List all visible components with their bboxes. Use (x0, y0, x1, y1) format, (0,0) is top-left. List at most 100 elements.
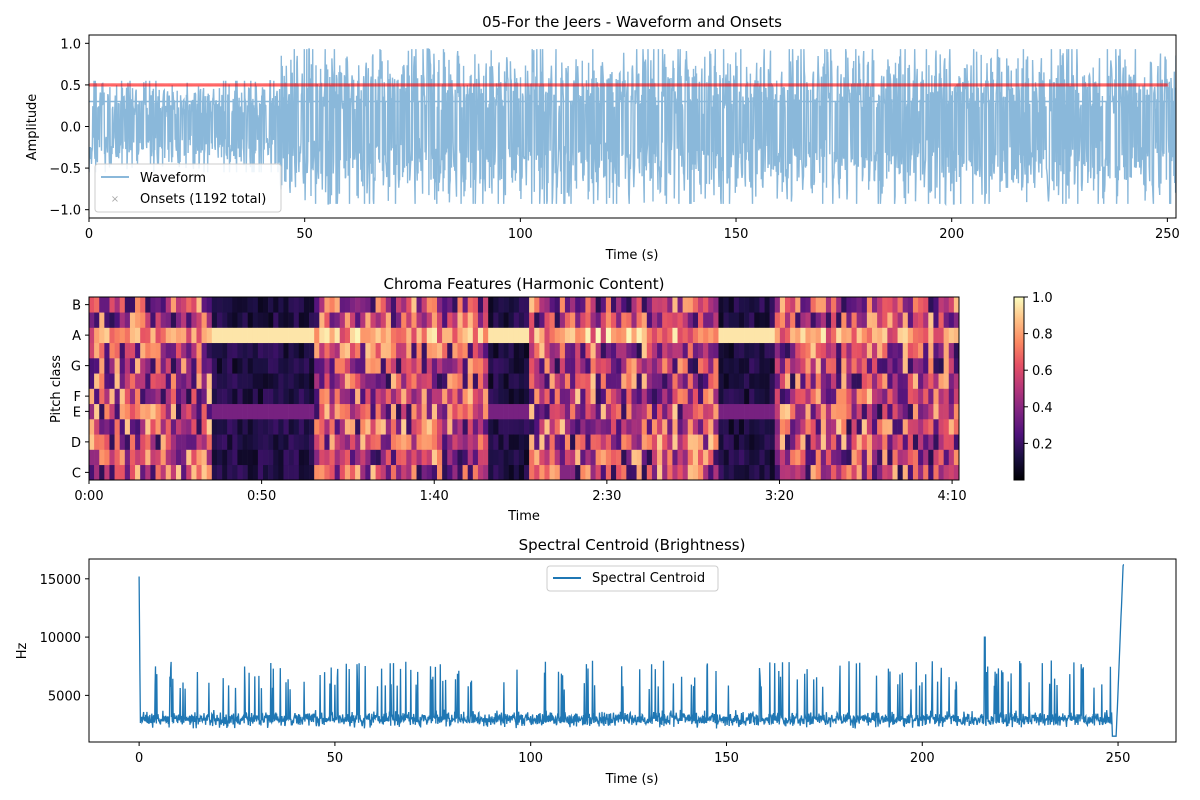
onset-marker (164, 83, 168, 87)
chroma-cell (273, 342, 279, 359)
onset-marker (219, 83, 223, 87)
chroma-cell (165, 403, 172, 420)
chroma-cell (749, 373, 755, 389)
chroma-cell (360, 419, 366, 435)
chroma-cell (769, 373, 776, 389)
chroma-cell (692, 464, 699, 481)
chroma-cell (575, 434, 581, 450)
chroma-cell (938, 419, 944, 435)
chroma-cell (191, 373, 197, 389)
onset-marker (262, 83, 267, 87)
chroma-cell (472, 464, 479, 481)
chroma-cell (698, 373, 704, 389)
chroma-cell (339, 342, 346, 359)
chroma-cell (508, 388, 515, 405)
chroma-cell (498, 434, 504, 450)
chroma-cell (104, 434, 110, 450)
onset-marker (958, 83, 962, 87)
onset-marker (903, 83, 908, 87)
onset-marker (254, 83, 259, 87)
chroma-cell (918, 297, 924, 313)
onset-marker (644, 83, 648, 87)
chroma-cell (938, 434, 944, 450)
onset-marker (1018, 83, 1023, 87)
chroma-cell (447, 327, 453, 344)
chroma-cell (682, 327, 689, 344)
chroma-cell (667, 388, 673, 405)
onset-marker (683, 83, 688, 87)
chroma-cell (646, 388, 653, 405)
onset-marker (826, 83, 830, 87)
onset-marker (121, 83, 126, 87)
chroma-cell (135, 373, 141, 389)
onset-marker (453, 83, 457, 87)
chroma-cell (585, 434, 591, 450)
colorbar-ticks: 0.20.40.60.81.0 (1024, 291, 1053, 452)
chroma-cell (595, 419, 602, 435)
chroma-cell (472, 297, 479, 313)
chroma-cell (774, 403, 781, 420)
chroma-cell (181, 449, 187, 466)
chroma-cell (590, 449, 596, 466)
chroma-cell (851, 297, 857, 313)
onset-marker (1088, 83, 1093, 87)
onset-marker (807, 83, 811, 87)
onset-marker (491, 83, 495, 87)
chroma-cell (498, 327, 504, 344)
chroma-cell (201, 312, 208, 328)
chroma-cell (744, 358, 750, 374)
chroma-cell (692, 403, 699, 420)
chroma-cell (605, 449, 612, 466)
chroma-cell (764, 388, 770, 405)
chroma-cell (948, 358, 955, 374)
onset-marker (456, 83, 461, 87)
chroma-cell (738, 327, 745, 344)
chroma-cell (390, 297, 397, 313)
chroma-cell (815, 373, 822, 389)
onset-marker (110, 83, 115, 87)
onset-marker (605, 83, 609, 87)
chroma-cell (150, 327, 156, 344)
chroma-cell (943, 297, 950, 313)
onset-marker (496, 83, 501, 87)
onset-marker (968, 83, 972, 87)
onset-marker (894, 83, 899, 87)
onset-marker (521, 83, 526, 87)
waveform-plot-area (89, 48, 1176, 207)
chroma-cell (467, 388, 474, 405)
onset-marker (1155, 83, 1160, 87)
chroma-cell (396, 373, 402, 389)
chroma-cell (677, 342, 683, 359)
onset-marker (883, 83, 887, 87)
chroma-cell (790, 388, 796, 405)
onset-marker (943, 83, 948, 87)
chroma-cell (708, 342, 714, 359)
chroma-cell (636, 327, 643, 344)
chroma-cell (580, 449, 586, 466)
chroma-cell (851, 464, 857, 481)
chroma-cell (600, 388, 607, 405)
onset-marker (397, 83, 402, 87)
chroma-cell (370, 388, 376, 405)
onset-marker (620, 83, 625, 87)
chroma-cell (196, 312, 202, 328)
chroma-cell (104, 373, 110, 389)
chroma-cell (677, 373, 683, 389)
chroma-cell (447, 373, 453, 389)
chroma-cell (483, 464, 489, 481)
chroma-cell (749, 403, 755, 420)
chroma-cell (616, 358, 622, 374)
chroma-cell (298, 373, 305, 389)
chroma-cell (554, 312, 561, 328)
chroma-cell (667, 373, 673, 389)
onset-marker (671, 83, 675, 87)
chroma-cell (636, 449, 643, 466)
chroma-cell (457, 312, 463, 328)
onset-marker (745, 83, 750, 87)
onset-marker (192, 83, 196, 87)
chroma-cell (360, 297, 366, 313)
chroma-cell (687, 434, 694, 450)
chroma-cell (769, 327, 776, 344)
onset-marker (945, 83, 950, 87)
onset-marker (240, 83, 244, 87)
